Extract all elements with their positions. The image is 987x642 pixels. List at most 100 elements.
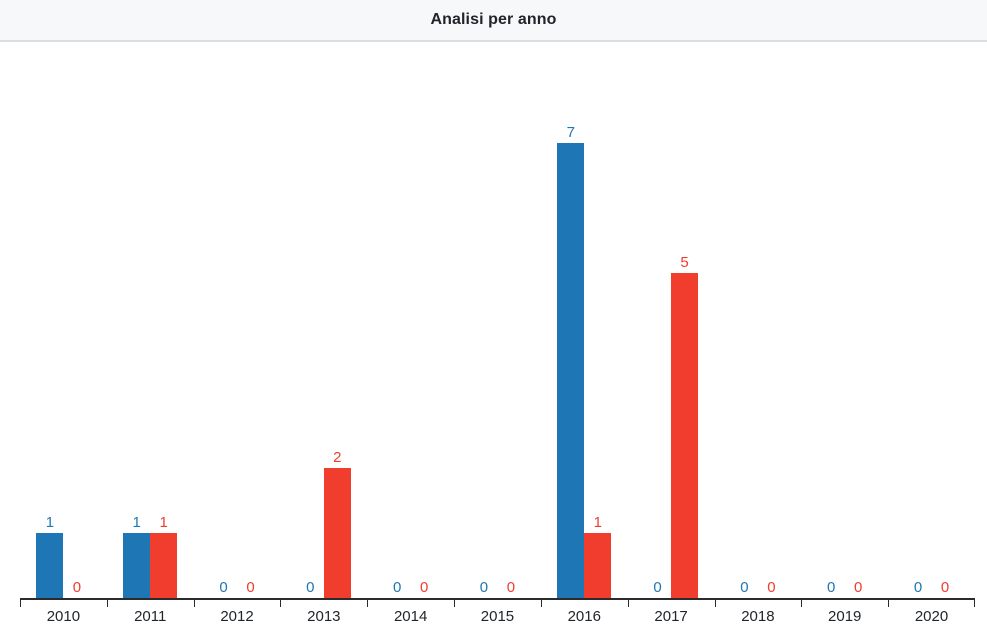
bar-slot-series-blue: 0	[818, 580, 845, 598]
bar-series-red	[671, 273, 699, 598]
bar-series-red	[584, 533, 612, 598]
chart-title: Analisi per anno	[430, 11, 557, 28]
bar-value-label: 1	[132, 514, 141, 531]
x-axis-tick	[193, 600, 195, 607]
category-group: 1 0 2010	[20, 42, 107, 642]
category-group: 0 0 2014	[367, 42, 454, 642]
bar-slot-series-blue: 0	[731, 580, 758, 598]
bar-slot-series-red: 0	[237, 580, 264, 598]
chart-header: Analisi per anno	[0, 0, 987, 42]
x-axis-tick	[367, 600, 369, 607]
x-axis-tick	[280, 600, 282, 607]
plot-area: 1 0 2010 1 1 2011 0 0 2012 0 2 2013 0 0 2014 0 0 2015 7 1 20…	[20, 42, 975, 642]
category-group: 0 0 2015	[454, 42, 541, 642]
bar-value-label: 0	[72, 579, 82, 596]
bar-slot-series-red: 2	[323, 449, 351, 598]
bar-value-label: 0	[827, 579, 836, 596]
bar-value-label: 0	[767, 579, 776, 596]
category-group: 0 0 2018	[715, 42, 802, 642]
bar-value-label: 0	[419, 579, 429, 596]
x-axis-label: 2012	[220, 608, 254, 625]
bar-value-label: 1	[45, 514, 55, 531]
bar-series-blue	[123, 533, 151, 598]
bar-slot-series-red: 0	[63, 580, 90, 598]
bar-value-label: 0	[913, 579, 923, 596]
bar-value-label: 0	[219, 579, 228, 596]
category-group: 7 1 2016	[541, 42, 628, 642]
bar-slot-series-red: 1	[150, 514, 178, 598]
bar-value-label: 1	[593, 514, 602, 531]
x-axis-tick	[714, 600, 716, 607]
bar-slot-series-red: 0	[411, 580, 438, 598]
bar-slot-series-blue: 0	[644, 580, 671, 598]
bar-value-label: 0	[479, 579, 489, 596]
bar-slot-series-red: 5	[671, 254, 699, 598]
bar-series-red	[323, 468, 351, 598]
bar-value-label: 7	[566, 124, 575, 141]
bar-slot-series-blue: 0	[297, 580, 324, 598]
x-axis-tick	[20, 600, 21, 607]
bar-value-label: 5	[680, 254, 689, 271]
category-group: 0 0 2012	[194, 42, 281, 642]
x-axis-label: 2015	[480, 608, 515, 625]
bar-value-label: 1	[159, 514, 168, 531]
bar-value-label: 0	[506, 579, 516, 596]
x-axis-label: 2011	[134, 608, 167, 625]
bar-slot-series-blue: 7	[557, 124, 585, 598]
x-axis-tick	[801, 600, 803, 607]
x-axis-label: 2014	[393, 608, 428, 625]
category-group: 0 2 2013	[280, 42, 367, 642]
bar-slot-series-red: 0	[932, 580, 959, 598]
x-axis-tick	[106, 600, 108, 607]
x-axis-tick	[540, 600, 542, 607]
bar-chart: 1 0 2010 1 1 2011 0 0 2012 0 2 2013 0 0 2014 0 0 2015 7 1 20…	[0, 42, 987, 642]
bar-value-label: 2	[333, 449, 342, 466]
x-axis-label: 2017	[654, 608, 688, 625]
x-axis-tick	[627, 600, 629, 607]
bar-slot-series-blue: 1	[123, 514, 151, 598]
bar-value-label: 0	[653, 579, 662, 596]
x-axis-label: 2018	[741, 608, 775, 625]
bar-slot-series-red: 1	[584, 514, 612, 598]
x-axis-line	[20, 598, 975, 600]
x-axis-label: 2016	[567, 608, 601, 625]
x-axis-label: 2010	[46, 608, 81, 625]
x-axis-ticks	[20, 600, 975, 607]
x-axis-tick	[974, 600, 975, 607]
bar-series-red	[150, 533, 178, 598]
x-axis-label: 2013	[307, 608, 341, 625]
category-group: 0 0 2020	[888, 42, 975, 642]
category-group: 0 0 2019	[801, 42, 888, 642]
bar-slot-series-blue: 0	[210, 580, 237, 598]
bar-value-label: 0	[740, 579, 749, 596]
bar-value-label: 0	[854, 579, 863, 596]
bar-value-label: 0	[306, 579, 315, 596]
category-group: 0 5 2017	[628, 42, 715, 642]
bar-slot-series-blue: 1	[36, 514, 64, 598]
bar-slot-series-blue: 0	[470, 580, 497, 598]
x-axis-label: 2019	[828, 608, 862, 625]
bar-slot-series-blue: 0	[384, 580, 411, 598]
x-axis-tick	[454, 600, 456, 607]
bar-slot-series-red: 0	[845, 580, 872, 598]
bar-series-blue	[557, 143, 585, 598]
bar-value-label: 0	[392, 579, 402, 596]
bar-slot-series-red: 0	[497, 580, 524, 598]
bar-slot-series-blue: 0	[905, 580, 932, 598]
bar-value-label: 0	[940, 579, 950, 596]
bar-series-blue	[36, 533, 64, 598]
x-axis-label: 2020	[914, 608, 949, 625]
category-group: 1 1 2011	[107, 42, 194, 642]
bar-slot-series-red: 0	[758, 580, 785, 598]
